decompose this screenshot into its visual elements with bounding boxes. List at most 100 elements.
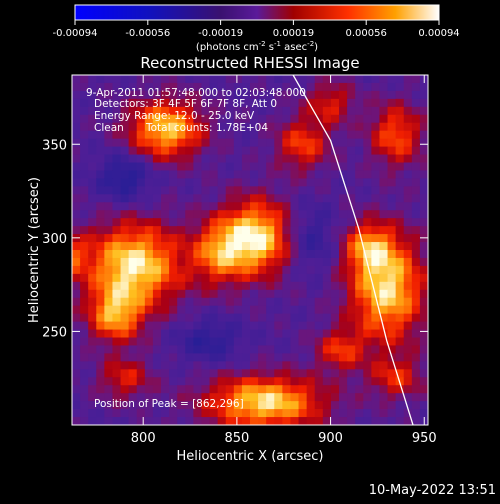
heatmap-cell bbox=[120, 305, 130, 315]
heatmap-cell bbox=[266, 345, 275, 354]
heatmap-cell bbox=[161, 75, 170, 84]
heatmap-cell bbox=[217, 106, 227, 116]
heatmap-cell bbox=[169, 75, 178, 84]
heatmap-cell bbox=[96, 146, 105, 156]
heatmap-cell bbox=[274, 305, 283, 315]
heatmap-cell bbox=[144, 385, 154, 394]
heatmap-cell bbox=[80, 265, 89, 275]
heatmap-cell bbox=[177, 226, 186, 235]
heatmap-cell bbox=[161, 265, 170, 275]
heatmap-cell bbox=[387, 329, 397, 339]
heatmap-cell bbox=[161, 242, 170, 251]
heatmap-cell bbox=[225, 369, 235, 378]
heatmap-cell bbox=[169, 377, 178, 386]
heatmap-cell bbox=[298, 98, 308, 108]
heatmap-cell bbox=[282, 75, 292, 84]
heatmap-cell bbox=[250, 130, 259, 140]
heatmap-cell bbox=[128, 130, 138, 140]
heatmap-cell bbox=[161, 186, 170, 195]
heatmap-cell bbox=[274, 393, 283, 402]
heatmap-cell bbox=[403, 281, 413, 291]
heatmap-cell bbox=[80, 170, 89, 179]
heatmap-cell bbox=[355, 218, 364, 227]
heatmap-cell bbox=[339, 242, 348, 251]
heatmap-cell bbox=[266, 178, 275, 187]
heatmap-cell bbox=[379, 210, 389, 219]
heatmap-cell bbox=[387, 90, 397, 100]
heatmap-cell bbox=[250, 401, 259, 410]
heatmap-cell bbox=[379, 257, 389, 267]
heatmap-cell bbox=[363, 273, 372, 283]
heatmap-cell bbox=[128, 90, 138, 100]
heatmap-cell bbox=[136, 313, 146, 323]
heatmap-cell bbox=[371, 361, 381, 370]
heatmap-cell bbox=[88, 265, 97, 275]
heatmap-cell bbox=[419, 369, 428, 378]
heatmap-cell bbox=[379, 186, 389, 195]
heatmap-cell bbox=[185, 265, 194, 275]
heatmap-cell bbox=[371, 329, 381, 339]
heatmap-cell bbox=[363, 122, 372, 132]
heatmap-cell bbox=[120, 385, 130, 394]
heatmap-cell bbox=[371, 234, 381, 243]
heatmap-cell bbox=[419, 305, 428, 315]
heatmap-cell bbox=[258, 114, 267, 124]
heatmap-cell bbox=[177, 345, 186, 354]
heatmap-cell bbox=[136, 257, 146, 267]
heatmap-cell bbox=[128, 401, 138, 410]
heatmap-cell bbox=[169, 361, 178, 370]
heatmap-cell bbox=[403, 321, 413, 331]
heatmap-cell bbox=[72, 337, 81, 347]
heatmap-cell bbox=[177, 297, 186, 307]
heatmap-cell bbox=[201, 186, 211, 195]
heatmap-cell bbox=[282, 146, 292, 156]
heatmap-cell bbox=[403, 289, 413, 299]
heatmap-cell bbox=[152, 122, 162, 132]
heatmap-cell bbox=[217, 250, 227, 259]
heatmap-cell bbox=[201, 297, 211, 307]
heatmap-cell bbox=[371, 417, 381, 425]
heatmap-cell bbox=[144, 194, 154, 203]
heatmap-cell bbox=[363, 98, 372, 108]
heatmap-cell bbox=[395, 90, 405, 100]
heatmap-cell bbox=[177, 313, 186, 323]
heatmap-cell bbox=[266, 377, 275, 386]
heatmap-cell bbox=[330, 409, 340, 418]
heatmap-cell bbox=[161, 234, 170, 243]
heatmap-cell bbox=[217, 321, 227, 331]
heatmap-cell bbox=[177, 122, 186, 132]
heatmap-cell bbox=[161, 210, 170, 219]
heatmap-cell bbox=[209, 122, 219, 132]
heatmap-cell bbox=[88, 361, 97, 370]
heatmap-cell bbox=[306, 75, 316, 84]
heatmap-cell bbox=[144, 305, 154, 315]
heatmap-cell bbox=[258, 218, 267, 227]
heatmap-cell bbox=[201, 321, 211, 331]
heatmap-cell bbox=[250, 297, 259, 307]
heatmap-cell bbox=[258, 170, 267, 179]
heatmap-cell bbox=[72, 369, 81, 378]
heatmap-cell bbox=[136, 218, 146, 227]
heatmap-cell bbox=[241, 90, 251, 100]
heatmap-cell bbox=[217, 178, 227, 187]
heatmap-cell bbox=[290, 265, 300, 275]
heatmap-cell bbox=[387, 146, 397, 156]
heatmap-cell bbox=[371, 242, 381, 251]
heatmap-cell bbox=[322, 242, 332, 251]
heatmap-cell bbox=[411, 417, 421, 425]
heatmap-cell bbox=[233, 321, 243, 331]
heatmap-cell bbox=[363, 186, 372, 195]
heatmap-cell bbox=[112, 321, 122, 331]
heatmap-cell bbox=[411, 242, 421, 251]
heatmap-cell bbox=[185, 130, 194, 140]
heatmap-cell bbox=[306, 393, 316, 402]
heatmap-cell bbox=[72, 305, 81, 315]
heatmap-cell bbox=[403, 106, 413, 116]
heatmap-cell bbox=[395, 194, 405, 203]
heatmap-cell bbox=[177, 242, 186, 251]
heatmap-cell bbox=[233, 130, 243, 140]
heatmap-cell bbox=[144, 329, 154, 339]
heatmap-cell bbox=[355, 337, 364, 347]
colorbar bbox=[74, 4, 440, 21]
heatmap-cell bbox=[322, 234, 332, 243]
